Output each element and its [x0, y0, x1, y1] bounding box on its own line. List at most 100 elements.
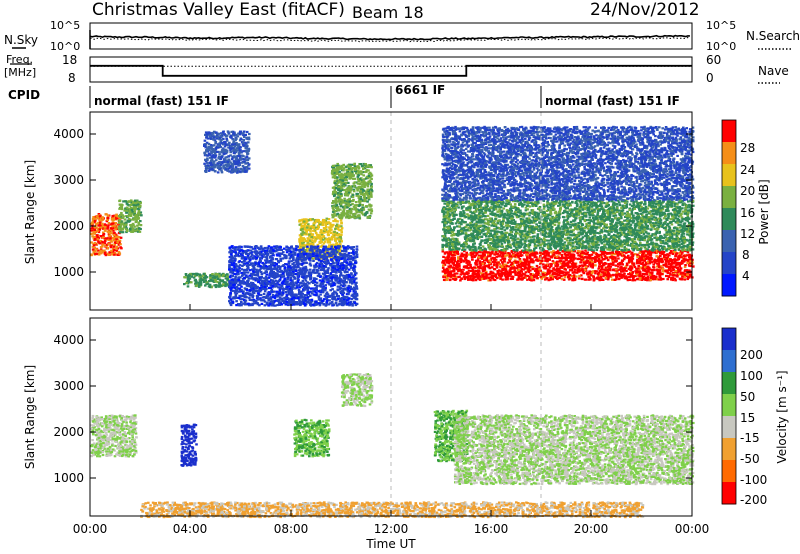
heatmap-cell [214, 278, 218, 281]
heatmap-cell [325, 238, 328, 241]
heatmap-cell [269, 286, 273, 289]
heatmap-cell [320, 229, 323, 232]
heatmap-cell [335, 304, 339, 307]
heatmap-cell [301, 242, 304, 245]
heatmap-cell [204, 279, 207, 282]
heatmap-cell [324, 295, 328, 298]
heatmap-cell [330, 258, 333, 261]
heatmap-cell [363, 214, 367, 217]
heatmap-cell [108, 251, 111, 254]
heatmap-cell [235, 170, 239, 173]
heatmap-cell [331, 206, 335, 210]
heatmap-cell [286, 278, 289, 281]
heatmap-cell [347, 293, 350, 296]
heatmap-cell [285, 294, 289, 297]
heatmap-cell [222, 283, 225, 286]
heatmap-cell [337, 295, 340, 298]
heatmap-cell [336, 249, 340, 252]
heatmap-cell [239, 146, 242, 149]
heatmap-cell [110, 249, 113, 252]
heatmap-cell [247, 163, 251, 166]
heatmap-cell [355, 209, 358, 212]
heatmap-cell [91, 248, 95, 251]
heatmap-cell [346, 209, 349, 213]
heatmap-cell [319, 268, 323, 272]
heatmap-cell [345, 169, 348, 172]
heatmap-cell [334, 248, 337, 252]
heatmap-cell [214, 273, 218, 276]
heatmap-cell [305, 233, 308, 236]
heatmap-cell [318, 240, 322, 244]
heatmap-cell [213, 139, 217, 142]
heatmap-cell [304, 239, 307, 243]
heatmap-cell [99, 235, 103, 238]
heatmap-cell [305, 252, 308, 255]
heatmap-cell [318, 223, 322, 226]
heatmap-cell [229, 298, 233, 301]
heatmap-cell [314, 266, 317, 269]
heatmap-cell [328, 237, 331, 240]
heatmap-cell [248, 298, 252, 301]
heatmap-cell [314, 232, 318, 235]
heatmap-cell [105, 243, 109, 246]
heatmap-cell [247, 149, 250, 152]
heatmap-cell [366, 192, 370, 195]
heatmap-cell [222, 165, 225, 168]
cpid-segment-2: 6661 IF [395, 83, 445, 97]
heatmap-cell [319, 293, 322, 296]
heatmap-cell [359, 189, 362, 192]
heatmap-cell [303, 303, 306, 306]
heatmap-cell [188, 274, 191, 277]
heatmap-cell [116, 238, 120, 241]
heatmap-cell [355, 172, 358, 175]
heatmap-cell [232, 284, 235, 287]
heatmap-cell [251, 273, 255, 276]
heatmap-cell [263, 285, 267, 289]
heatmap-cell [342, 210, 346, 213]
heatmap-cell [339, 202, 343, 205]
heatmap-cell [207, 131, 211, 134]
heatmap-cell [337, 164, 340, 167]
heatmap-cell [203, 144, 206, 147]
heatmap-cell [358, 211, 361, 214]
heatmap-cell [315, 252, 318, 255]
heatmap-cell [250, 255, 253, 258]
heatmap-cell [316, 243, 320, 247]
heatmap-cell [344, 201, 347, 204]
heatmap-cell [317, 226, 320, 229]
heatmap-cell [92, 235, 96, 238]
heatmap-cell [356, 187, 360, 190]
heatmap-cell [339, 205, 343, 208]
heatmap-cell [303, 286, 307, 289]
heatmap-cell [350, 169, 353, 172]
heatmap-cell [132, 210, 136, 213]
heatmap-cell [229, 135, 232, 138]
heatmap-cell [245, 137, 249, 140]
heatmap-cell [237, 278, 240, 281]
heatmap-cell [243, 166, 246, 169]
heatmap-cell [368, 216, 371, 219]
heatmap-cell [295, 247, 298, 250]
heatmap-cell [106, 216, 110, 219]
heatmap-cell [225, 283, 228, 286]
heatmap-cell [239, 295, 243, 298]
heatmap-cell [207, 152, 211, 155]
heatmap-cell [360, 164, 364, 167]
heatmap-cell [232, 132, 235, 135]
heatmap-cell [292, 258, 295, 261]
heatmap-cell [344, 216, 348, 219]
heatmap-cell [325, 303, 328, 306]
heatmap-cell [242, 132, 245, 135]
heatmap-cell [353, 301, 357, 305]
heatmap-cell [237, 160, 241, 163]
heatmap-cell [203, 280, 206, 284]
heatmap-cell [250, 281, 253, 284]
cpid-segment-1: normal (fast) 151 IF [94, 94, 229, 108]
heatmap-cell [356, 175, 360, 178]
heatmap-cell [126, 215, 130, 218]
heatmap-cell [336, 213, 339, 216]
heatmap-cell [210, 155, 214, 158]
heatmap-cell [287, 303, 290, 306]
heatmap-cell [216, 277, 220, 280]
heatmap-cell [114, 228, 117, 231]
